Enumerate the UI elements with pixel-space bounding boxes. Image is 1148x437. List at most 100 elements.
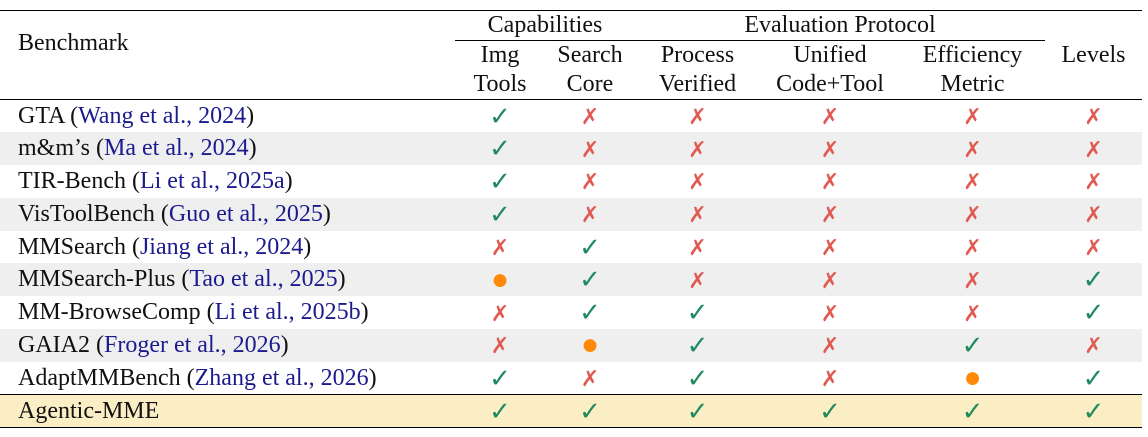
mark-cell: ✗ — [1045, 329, 1142, 362]
mark-cell: ✓ — [1045, 362, 1142, 395]
benchmark-cell: TIR-Bench (Li et al., 2025a) — [0, 165, 455, 198]
citation: Tao et al., 2025 — [189, 266, 338, 293]
status-mark: ✗ — [580, 136, 600, 162]
benchmark-name: MM-BrowseComp ( — [18, 299, 215, 326]
status-mark: ✓ — [1082, 298, 1105, 328]
table-row: TIR-Bench (Li et al., 2025a) ✓ ✗ ✗ ✗ ✗ ✗ — [0, 165, 1142, 198]
header-text: Benchmark — [18, 30, 129, 56]
mark-cell: ✗ — [635, 231, 760, 264]
status-mark: ✓ — [489, 101, 511, 131]
benchmark-cell: MM-BrowseComp (Li et al., 2025b) — [0, 296, 455, 329]
column-label: Code+Tool — [776, 71, 884, 97]
header-cell: Tools — [455, 70, 545, 100]
mark-cell: ✗ — [1045, 132, 1142, 165]
status-mark: ✗ — [580, 169, 600, 195]
benchmark-name: Agentic-MME — [18, 397, 160, 424]
table-row: GAIA2 (Froger et al., 2026) ✗ ● ✓ ✗ ✓ ✗ — [0, 329, 1142, 362]
status-mark: ✓ — [489, 199, 511, 229]
status-mark: ✓ — [579, 396, 601, 426]
mark-cell: ✗ — [760, 329, 900, 362]
mark-cell: ✗ — [900, 132, 1045, 165]
table-row: m&m’s (Ma et al., 2024) ✓ ✗ ✗ ✗ ✗ ✗ — [0, 132, 1142, 166]
mark-cell: ● — [900, 362, 1045, 395]
mark-cell: ✗ — [760, 263, 900, 296]
column-label: Tools — [473, 71, 527, 97]
column-label: Unified — [793, 42, 867, 68]
punctuation: ) — [284, 167, 293, 194]
status-mark: ✓ — [819, 396, 841, 426]
status-mark: ✗ — [490, 333, 510, 359]
header-cell: Metric — [900, 70, 1045, 100]
status-mark: ✓ — [579, 265, 601, 295]
mark-cell: ✗ — [1045, 198, 1142, 231]
column-label: Metric — [940, 71, 1005, 97]
status-mark: ✗ — [580, 104, 600, 130]
benchmark-name: GTA ( — [18, 102, 79, 129]
mark-cell: ✗ — [1045, 231, 1142, 264]
status-mark: ✓ — [961, 330, 984, 360]
status-mark: ● — [963, 361, 982, 395]
punctuation: ) — [248, 135, 257, 162]
status-mark: ✗ — [1084, 235, 1103, 261]
benchmark-cell: Agentic-MME — [0, 395, 455, 428]
mark-cell: ✗ — [760, 198, 900, 231]
mark-cell: ● — [545, 329, 635, 362]
benchmark-cell: m&m’s (Ma et al., 2024) — [0, 132, 455, 165]
header-cell: Efficiency — [900, 41, 1045, 71]
mark-cell: ✓ — [455, 165, 545, 198]
punctuation: ) — [368, 364, 377, 391]
table-body: GTA (Wang et al., 2024) ✓ ✗ ✗ ✗ ✗ ✗ m&m’s (Ma e… — [0, 100, 1142, 428]
status-mark: ✗ — [1084, 136, 1103, 162]
mark-cell: ● — [455, 263, 545, 296]
group-header: Evaluation Protocol — [635, 10, 1045, 41]
table-row: MMSearch (Jiang et al., 2024) ✗ ✓ ✗ ✗ ✗ ✗ — [0, 231, 1142, 264]
group-label: Capabilities — [487, 12, 603, 38]
mark-cell: ✗ — [900, 231, 1045, 264]
benchmark-name: MMSearch-Plus ( — [18, 266, 190, 293]
group-header: Capabilities — [455, 10, 635, 41]
mark-cell: ✗ — [455, 329, 545, 362]
citation: Zhang et al., 2026 — [194, 364, 369, 391]
status-mark: ✓ — [1082, 396, 1105, 426]
status-mark: ✗ — [963, 202, 982, 228]
status-mark: ● — [580, 328, 600, 362]
benchmark-cell: GTA (Wang et al., 2024) — [0, 100, 455, 133]
mark-cell: ✓ — [545, 296, 635, 329]
header-cell: Process — [635, 41, 760, 71]
table-row: GTA (Wang et al., 2024) ✓ ✗ ✗ ✗ ✗ ✗ — [0, 100, 1142, 133]
mark-cell: ✗ — [900, 296, 1045, 329]
mark-cell: ✗ — [760, 165, 900, 198]
punctuation: ) — [360, 299, 369, 326]
header-cell: Unified — [760, 41, 900, 71]
status-mark: ● — [490, 262, 510, 296]
status-mark: ✗ — [820, 104, 840, 130]
mark-cell: ✗ — [455, 231, 545, 264]
punctuation: ) — [280, 331, 289, 358]
status-mark: ✓ — [579, 298, 601, 328]
mark-cell: ✗ — [760, 296, 900, 329]
mark-cell: ✓ — [900, 395, 1045, 428]
mark-cell: ✓ — [900, 329, 1045, 362]
header-cell: Search — [545, 41, 635, 71]
column-label: Verified — [658, 71, 737, 97]
table-row: AdaptMMBench (Zhang et al., 2026) ✓ ✗ ✓ ✗ ● ✓ — [0, 362, 1142, 395]
benchmark-name: m&m’s ( — [18, 135, 105, 162]
table-row: MM-BrowseComp (Li et al., 2025b) ✗ ✓ ✓ ✗ ✗ ✓ — [0, 296, 1142, 329]
status-mark: ✗ — [963, 300, 982, 326]
status-mark: ✗ — [963, 136, 982, 162]
benchmark-cell: VisToolBench (Guo et al., 2025) — [0, 198, 455, 231]
mark-cell: ✓ — [545, 395, 635, 428]
mark-cell: ✗ — [1045, 165, 1142, 198]
status-mark: ✗ — [820, 169, 840, 195]
status-mark: ✗ — [688, 104, 707, 130]
status-mark: ✓ — [489, 363, 511, 393]
benchmark-name: TIR-Bench ( — [18, 167, 140, 194]
status-mark: ✗ — [963, 169, 982, 195]
header-row: Benchmark Capabilities Evaluation Protocol… — [0, 10, 1142, 68]
mark-cell: ✗ — [760, 132, 900, 165]
column-label: Img — [480, 42, 520, 68]
header-cell: Img — [455, 41, 545, 71]
mark-cell: ✗ — [455, 296, 545, 329]
mark-cell: ✓ — [455, 100, 545, 133]
status-mark: ✗ — [1084, 104, 1103, 130]
